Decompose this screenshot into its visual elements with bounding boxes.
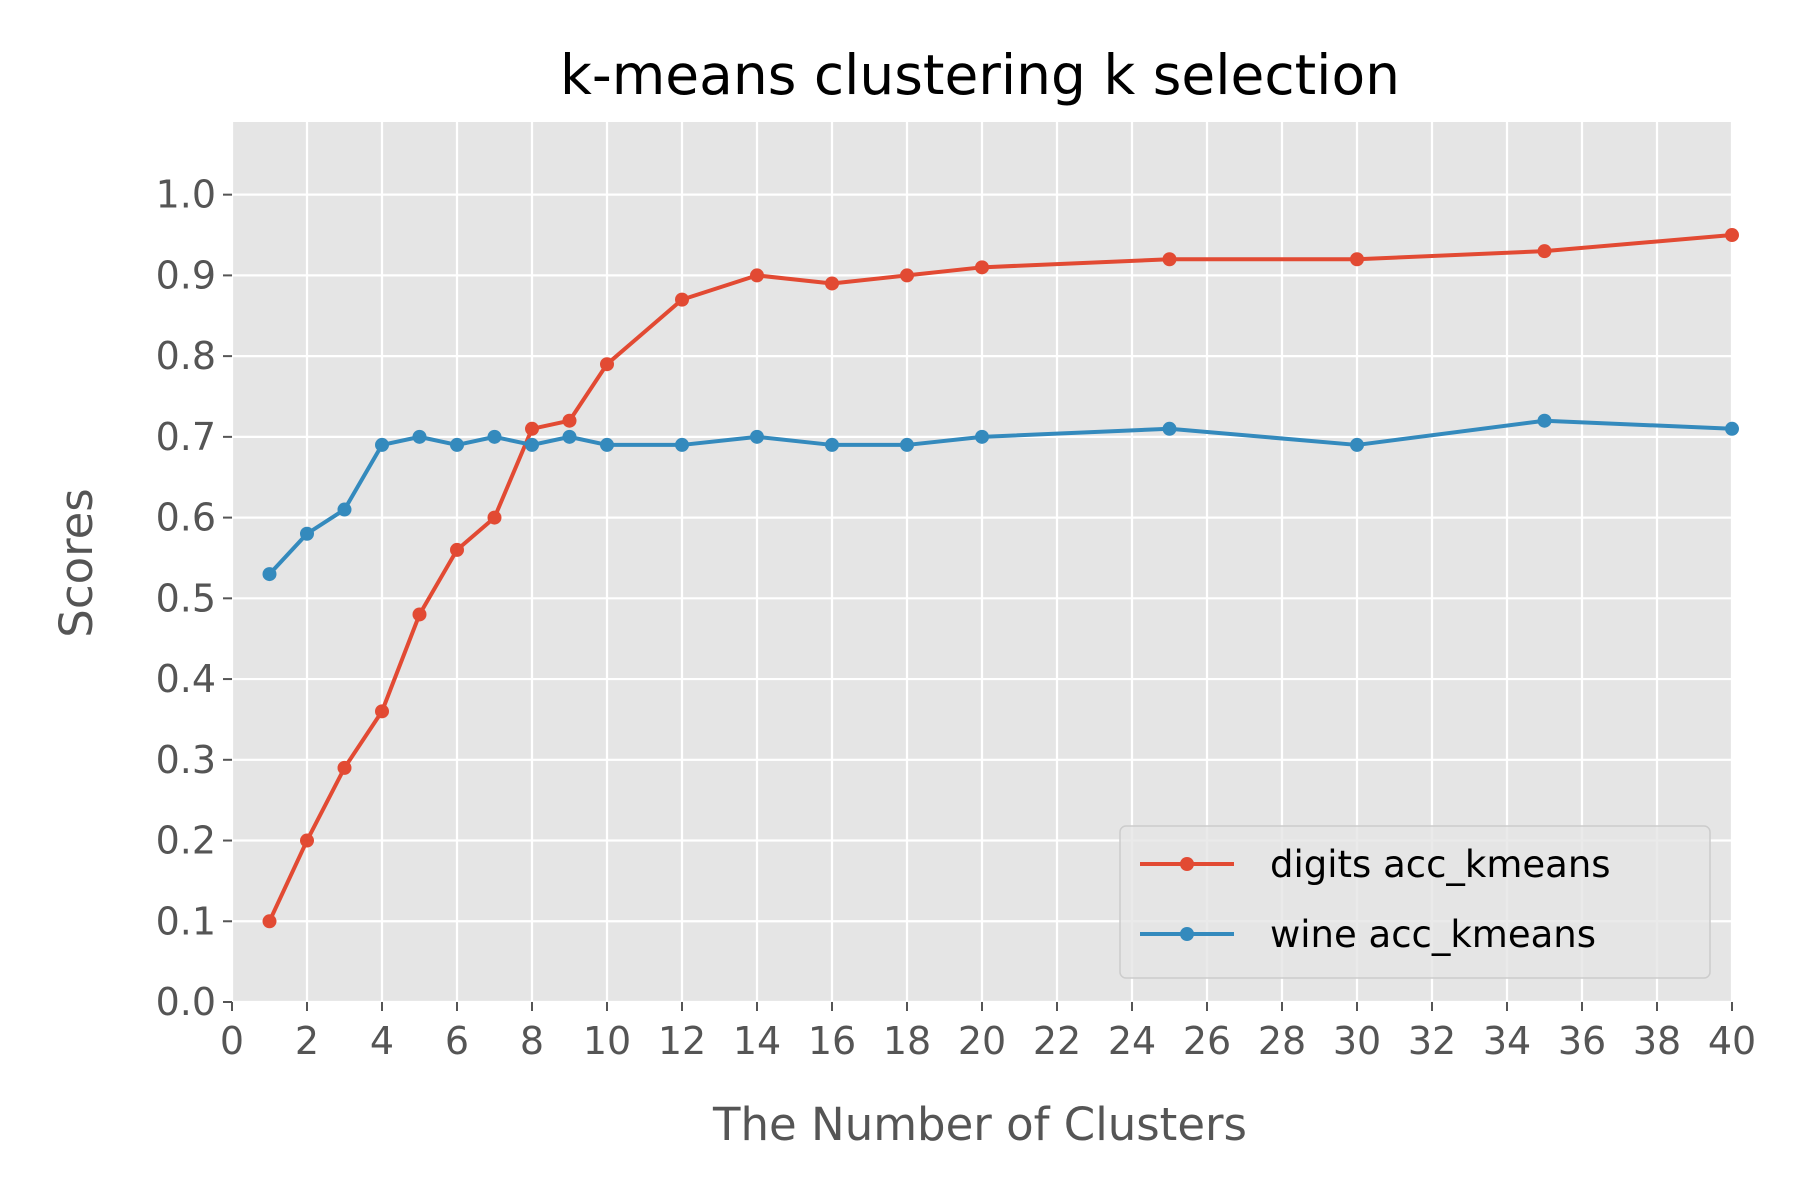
y-axis: 0.0 0.1 0.2 0.3 0.4 0.5 0.6 0.7 0.8 0.9 1.0 [156,173,232,1024]
y-tick-label: 0.6 [156,496,216,540]
y-tick-label: 0.5 [156,576,216,620]
x-tick-label: 12 [658,1019,706,1063]
data-point [825,437,839,452]
x-tick-label: 20 [958,1019,1006,1063]
data-point [600,357,614,372]
y-tick-label: 1.0 [156,173,216,217]
y-tick-label: 0.1 [156,899,216,943]
x-tick-label: 10 [583,1019,631,1063]
data-point [975,260,989,275]
y-tick-label: 0.7 [156,415,216,459]
data-point [900,437,914,452]
data-point [262,914,277,929]
x-axis-label: The Number of Clusters [712,1098,1247,1151]
y-tick-label: 0.2 [156,819,216,863]
legend-label-digits: digits acc_kmeans [1270,843,1611,886]
data-point [1537,244,1552,259]
x-tick-label: 34 [1483,1019,1531,1063]
x-tick-label: 6 [445,1019,469,1063]
x-tick-label: 2 [295,1019,319,1063]
data-point [600,437,614,452]
x-tick-label: 22 [1033,1019,1081,1063]
data-point [1537,413,1552,428]
data-point [1725,228,1739,243]
data-point [1350,252,1364,267]
data-point [375,704,389,719]
series-0 [262,228,1739,929]
data-point [487,429,502,444]
data-point [412,429,427,444]
x-tick-label: 28 [1258,1019,1306,1063]
data-point [675,292,689,307]
data-point [262,567,277,582]
y-axis-label: Scores [50,488,103,637]
data-point [1162,252,1177,267]
x-tick-label: 4 [370,1019,394,1063]
x-tick-label: 24 [1108,1019,1156,1063]
y-tick-label: 0.3 [156,738,216,782]
data-point [300,526,314,541]
y-tick-label: 0.9 [156,253,216,297]
y-tick-label: 0.8 [156,334,216,378]
data-point [1725,421,1739,436]
series-1 [262,413,1739,582]
x-tick-label: 40 [1708,1019,1756,1063]
data-point [562,413,577,428]
x-tick-label: 14 [733,1019,781,1063]
data-point [300,833,314,848]
y-tick-label: 0.0 [156,980,216,1024]
x-tick-label: 36 [1558,1019,1606,1063]
chart-title: k-means clustering k selection [560,43,1400,107]
data-point [975,429,989,444]
data-point [375,437,389,452]
data-point [487,510,502,525]
legend: digits acc_kmeans wine acc_kmeans [1119,825,1711,979]
legend-marker-wine [1180,927,1194,941]
data-point [450,542,464,557]
y-tick-label: 0.4 [156,657,216,701]
data-point [450,437,464,452]
series-layer [262,228,1739,929]
x-tick-label: 8 [520,1019,544,1063]
x-tick-label: 26 [1183,1019,1231,1063]
x-axis: 0 2 4 6 8 10 12 14 16 18 20 22 24 26 28 30 32 34 36 38 40 [220,1002,1756,1063]
data-point [337,760,352,775]
data-point [525,421,539,436]
x-tick-label: 32 [1408,1019,1456,1063]
data-point [525,437,539,452]
legend-marker-digits [1180,857,1194,871]
x-tick-label: 38 [1633,1019,1681,1063]
x-tick-label: 30 [1333,1019,1381,1063]
data-point [412,607,427,622]
data-point [337,502,352,517]
x-tick-label: 0 [220,1019,244,1063]
data-point [1350,437,1364,452]
data-point [900,268,914,283]
data-point [1162,421,1177,436]
data-point [750,268,764,283]
data-point [562,429,577,444]
x-tick-label: 18 [883,1019,931,1063]
data-point [675,437,689,452]
data-point [750,429,764,444]
legend-box [1119,825,1711,979]
legend-label-wine: wine acc_kmeans [1270,913,1596,956]
x-tick-label: 16 [808,1019,856,1063]
data-point [825,276,839,291]
